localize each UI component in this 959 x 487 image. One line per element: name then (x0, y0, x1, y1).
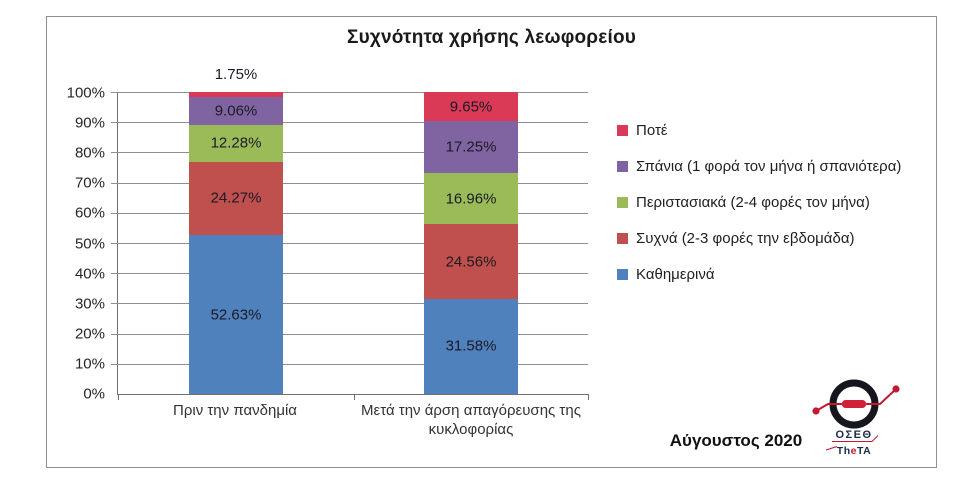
bar-segment: 17.25% (424, 121, 518, 174)
legend-item: Περιστασιακά (2-4 φορές τον μήνα) (617, 192, 901, 212)
y-axis-tick-label: 50% (74, 235, 105, 252)
gridline-10% (111, 363, 588, 365)
bar-segment: 24.56% (424, 224, 518, 299)
bar-segment: 31.58% (424, 298, 518, 394)
legend-color-swatch (617, 124, 628, 136)
x-axis-category-1: Πριν την πανδημία (173, 402, 297, 419)
legend-color-swatch (617, 268, 628, 280)
legend-label: Συχνά (2-3 φορές την εβδομάδα) (636, 229, 855, 247)
data-label: 24.56% (445, 253, 497, 271)
oseth-theta-logo: ΟΣΕΘ TheTA (812, 379, 900, 457)
bar-segment: 9.65% (424, 92, 518, 122)
data-label: 12.28% (210, 134, 262, 152)
gridline-50% (111, 243, 588, 244)
data-label: 31.58% (445, 337, 497, 355)
gridline-70% (111, 182, 588, 184)
y-axis-tick-label: 0% (83, 385, 105, 403)
y-axis-tick-label: 70% (74, 174, 105, 192)
plot-area: 0% 10% 20% 30% 40% 50% 60% 70% 80% 90% 100% 52.63% 2… (67, 66, 589, 403)
stacked-bar-1: 52.63% 24.27% 12.28% 9.06% 1.75% (189, 66, 283, 394)
bar-segment: 9.06% (189, 97, 283, 125)
data-label: 24.27% (210, 189, 262, 207)
bar-segment: 24.27% (189, 161, 283, 236)
y-axis-tick-label: 90% (74, 114, 105, 132)
data-label: 9.06% (214, 102, 258, 120)
data-label: 9.65% (449, 98, 493, 116)
transit-line-icon (812, 379, 900, 429)
data-label: 52.63% (210, 306, 262, 324)
x-axis-category-2: Μετά την άρση απαγόρευσης της κυκλοφορία… (361, 402, 581, 438)
legend-color-swatch (617, 196, 628, 208)
logo-vehicle-segment (842, 400, 866, 408)
y-axis-tick-label: 80% (74, 144, 105, 162)
gridline-80% (111, 152, 588, 154)
y-axis-tick-label: 100% (66, 84, 105, 102)
legend-item: Ποτέ (617, 120, 901, 140)
logo-org-name: ΟΣΕΘ (835, 429, 872, 441)
bar-segment (189, 92, 283, 98)
chart-title: Συχνότητα χρήσης λεωφορείου (346, 27, 637, 48)
logo-route-dot-left (812, 407, 820, 415)
gridline-30% (111, 303, 588, 305)
legend-item: Καθημερινά (617, 264, 901, 284)
y-axis-tick-label: 30% (74, 295, 105, 313)
data-label: 16.96% (445, 190, 497, 208)
y-axis-tick-label: 40% (74, 265, 105, 283)
bar-segment: 52.63% (189, 235, 283, 394)
gridline-40% (111, 273, 588, 275)
gridline-20% (111, 333, 588, 335)
y-axis-tick-label: 60% (74, 204, 105, 222)
logo-brand-name: TheTA (837, 445, 871, 457)
x-axis-tick (118, 394, 119, 400)
legend-color-swatch (617, 160, 628, 172)
bar-segment: 16.96% (424, 173, 518, 225)
footer-date: Αύγουστος 2020 (669, 431, 803, 450)
gridline-90% (111, 122, 588, 124)
y-axis-tick-label: 20% (74, 325, 105, 343)
logo-brand-pre: Th (837, 445, 851, 457)
legend-label: Ποτέ (636, 121, 668, 139)
gridline-60% (111, 212, 588, 214)
stacked-bar-2: 31.58% 24.56% 16.96% 17.25% 9.65% (424, 92, 518, 394)
legend-item: Σπάνια (1 φορά τον μήνα ή σπανιότερα) (617, 156, 901, 176)
y-axis-tick-label: 10% (74, 355, 105, 373)
bar-segment: 12.28% (189, 124, 283, 162)
legend-label: Καθημερινά (636, 265, 715, 283)
legend-label: Περιστασιακά (2-4 φορές τον μήνα) (636, 193, 870, 211)
logo-brand-mid: e (851, 445, 857, 457)
x-axis-tick (353, 394, 355, 400)
legend-color-swatch (617, 232, 628, 244)
data-label: 1.75% (214, 66, 258, 84)
legend-item: Συχνά (2-3 φορές την εβδομάδα) (617, 228, 901, 248)
logo-underline-dash (825, 446, 838, 451)
gridline-100% (111, 92, 588, 93)
logo-route-dot-right (892, 385, 900, 393)
logo-underline-swoosh (832, 435, 879, 442)
x-axis-tick (588, 394, 589, 400)
chart-legend: Ποτέ Σπάνια (1 φορά τον μήνα ή σπανιότερα… (617, 120, 901, 300)
legend-label: Σπάνια (1 φορά τον μήνα ή σπανιότερα) (636, 157, 902, 175)
data-label: 17.25% (445, 138, 497, 156)
logo-brand-post: TA (857, 445, 871, 457)
